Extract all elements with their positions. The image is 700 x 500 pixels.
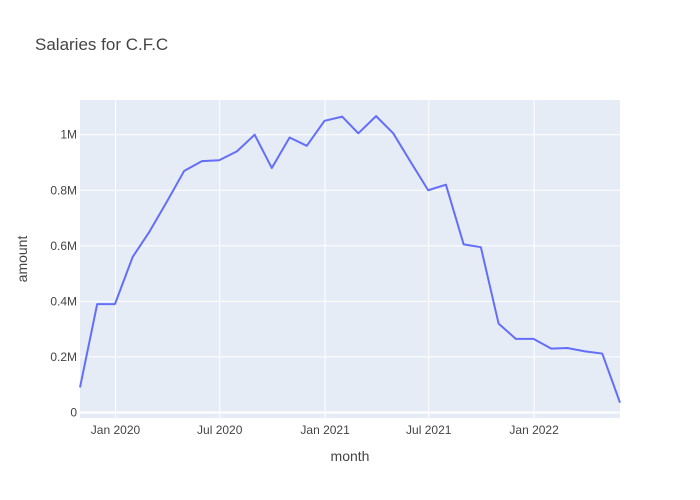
chart-title: Salaries for C.F.C (35, 35, 168, 54)
data-point[interactable] (355, 130, 361, 136)
data-point[interactable] (164, 198, 170, 204)
x-tick-label: Jul 2020 (197, 423, 243, 437)
data-point[interactable] (322, 118, 328, 124)
x-axis-label: month (331, 448, 370, 464)
y-tick-label: 1M (60, 128, 77, 142)
grid-lines (80, 100, 620, 418)
x-tick-label: Jan 2021 (300, 423, 350, 437)
y-axis-label: amount (14, 236, 30, 283)
data-point[interactable] (94, 301, 100, 307)
data-point[interactable] (513, 336, 519, 342)
data-point[interactable] (373, 113, 379, 119)
x-tick-label: Jan 2022 (509, 423, 559, 437)
data-point[interactable] (425, 187, 431, 193)
data-point[interactable] (478, 244, 484, 250)
data-point[interactable] (146, 229, 152, 235)
y-tick-label: 0.4M (50, 294, 77, 308)
x-tick-labels: Jan 2020 Jul 2020 Jan 2021 Jul 2021 Jan 2022 (91, 423, 559, 437)
data-point[interactable] (564, 345, 570, 351)
data-point[interactable] (77, 384, 83, 390)
data-point[interactable] (112, 301, 118, 307)
data-point[interactable] (443, 182, 449, 188)
y-tick-label: 0.2M (50, 350, 77, 364)
x-tick-label: Jan 2020 (91, 423, 141, 437)
data-point[interactable] (617, 400, 623, 406)
data-point[interactable] (287, 134, 293, 140)
data-point[interactable] (252, 132, 258, 138)
data-point[interactable] (181, 168, 187, 174)
data-point[interactable] (234, 148, 240, 154)
data-point[interactable] (216, 157, 222, 163)
data-point[interactable] (199, 158, 205, 164)
series-line (79, 115, 621, 404)
plot-background (80, 100, 620, 418)
x-tick-label: Jul 2021 (406, 423, 452, 437)
series-layer (77, 113, 623, 406)
data-point[interactable] (304, 143, 310, 149)
data-point[interactable] (531, 336, 537, 342)
y-tick-label: 0.6M (50, 239, 77, 253)
data-point[interactable] (599, 351, 605, 357)
y-tick-label: 0.8M (50, 183, 77, 197)
data-point[interactable] (130, 254, 136, 260)
y-tick-label: 0 (70, 405, 77, 419)
data-point[interactable] (339, 114, 345, 120)
data-point[interactable] (390, 130, 396, 136)
data-point[interactable] (496, 321, 502, 327)
data-point[interactable] (461, 241, 467, 247)
data-point[interactable] (269, 165, 275, 171)
y-tick-labels: 0 0.2M 0.4M 0.6M 0.8M 1M (50, 128, 77, 420)
data-point[interactable] (582, 348, 588, 354)
data-point[interactable] (408, 159, 414, 165)
data-point[interactable] (548, 346, 554, 352)
